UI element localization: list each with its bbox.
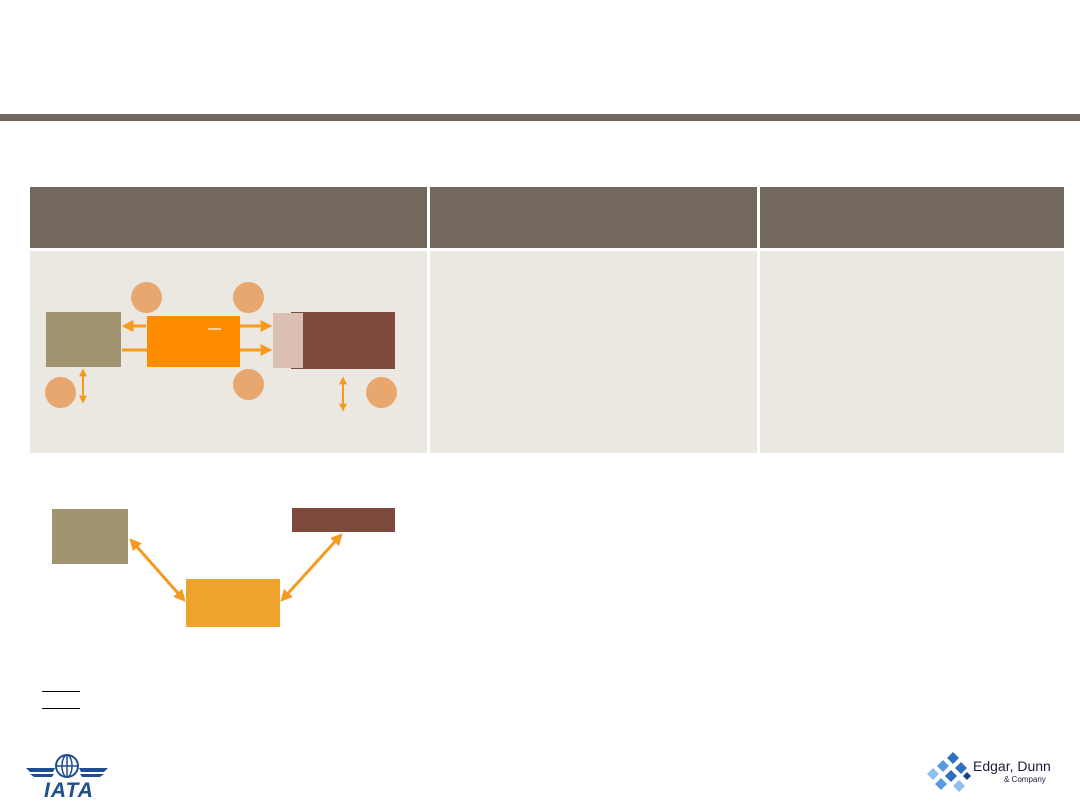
party-box-right: [291, 312, 395, 369]
party-box-left-2: [52, 509, 128, 564]
party-box-right-2: [292, 508, 395, 532]
step-marker-4: [45, 377, 76, 408]
footnote-rule-1: [42, 691, 80, 692]
edgar-dunn-logo-text: Edgar, Dunn: [973, 758, 1051, 774]
party-box-left: [46, 312, 121, 367]
table-body-cell-3: [760, 251, 1064, 453]
table-body-cell-2: [430, 251, 757, 453]
step-marker-2: [233, 282, 264, 313]
table-header-cell-3: [760, 187, 1064, 248]
step-marker-5: [366, 377, 397, 408]
edgar-dunn-logo-icon: [927, 752, 971, 792]
step-marker-1: [131, 282, 162, 313]
iata-logo-text: IATA: [44, 779, 94, 802]
table-header-cell-1: [30, 187, 427, 248]
footnote-rule-2: [42, 708, 80, 709]
intermediary-box: [147, 316, 240, 367]
iata-globe-icon: [26, 754, 108, 778]
step-marker-3: [233, 369, 264, 400]
arrow-diagonal-left: [129, 538, 186, 602]
table-header-cell-2: [430, 187, 757, 248]
header-divider: [0, 114, 1080, 121]
edgar-dunn-logo-subtext: & Company: [1004, 775, 1046, 784]
arrow-diagonal-right: [280, 533, 343, 602]
intermediary-box-2: [186, 579, 280, 627]
connector-box: [273, 313, 303, 368]
